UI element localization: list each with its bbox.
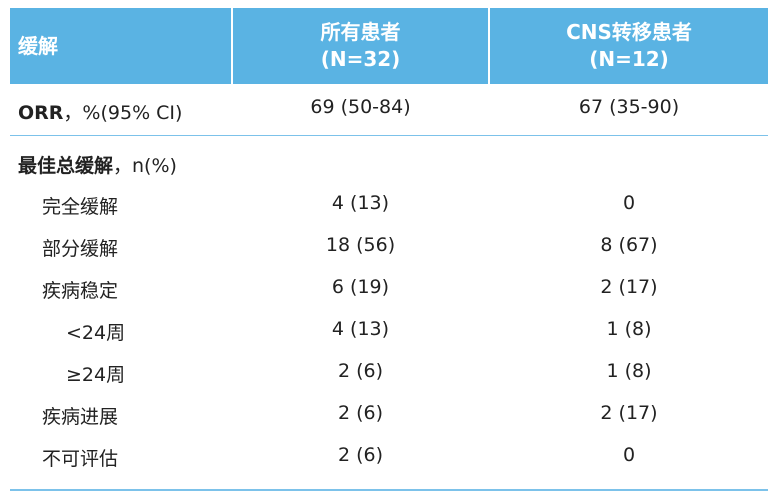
orr-label: ORR，%(95% CI)	[18, 98, 182, 125]
best-response-section: 最佳总缓解，n(%) 完全缓解 4 (13) 0 部分缓解 18 (56) 8 …	[10, 136, 768, 491]
row-cns-value: 2 (17)	[600, 402, 658, 424]
header-divider	[488, 8, 490, 84]
row-cns-value: 1 (8)	[606, 318, 652, 340]
row-label: 疾病稳定	[42, 280, 119, 302]
header-cns-patients-n: (N=12)	[589, 47, 669, 71]
orr-label-unit: ，%(95% CI)	[63, 102, 183, 124]
row-cns-value: 8 (67)	[600, 234, 658, 256]
row-all-value: 6 (19)	[331, 276, 390, 298]
row-cns-value: 2 (17)	[600, 276, 658, 298]
row-label: 部分缓解	[42, 238, 119, 260]
response-table: 缓解 所有患者 (N=32) CNS转移患者 (N=12) ORR，%(95% …	[10, 8, 768, 491]
header-response-label: 缓解	[18, 33, 58, 58]
row-all-value: 4 (13)	[331, 192, 390, 214]
row-label: 完全缓解	[42, 196, 119, 218]
header-all-patients-title: 所有患者	[320, 20, 401, 44]
table-header: 缓解 所有患者 (N=32) CNS转移患者 (N=12)	[10, 8, 768, 84]
row-label: 疾病进展	[42, 406, 119, 428]
row-all-value: 4 (13)	[331, 318, 390, 340]
header-divider	[231, 8, 233, 84]
row-all-value: 18 (56)	[325, 234, 396, 256]
row-label: <24周	[66, 322, 126, 344]
header-all-patients-n: (N=32)	[320, 47, 401, 71]
best-response-heading-bold: 最佳总缓解	[18, 155, 114, 177]
row-label: ≥24周	[66, 364, 126, 386]
header-response: 缓解	[10, 8, 231, 84]
header-all-patients: 所有患者 (N=32)	[233, 8, 488, 84]
orr-label-bold: ORR	[18, 102, 64, 124]
row-cns-value: 0	[622, 192, 636, 214]
best-response-heading: 最佳总缓解，n(%)	[18, 151, 177, 178]
row-all-value: 2 (6)	[337, 444, 384, 466]
best-response-heading-unit: ，n(%)	[113, 155, 177, 177]
row-all-value: 2 (6)	[337, 360, 384, 382]
header-cns-patients-title: CNS转移患者	[566, 20, 692, 44]
row-all-value: 2 (6)	[337, 402, 384, 424]
table-row-orr: ORR，%(95% CI) 69 (50-84) 67 (35-90)	[10, 84, 768, 136]
orr-all-value: 69 (50-84)	[310, 96, 411, 118]
header-cns-patients: CNS转移患者 (N=12)	[490, 8, 768, 84]
row-cns-value: 1 (8)	[606, 360, 652, 382]
row-cns-value: 0	[622, 444, 636, 466]
orr-cns-value: 67 (35-90)	[578, 96, 680, 118]
row-label: 不可评估	[42, 448, 119, 470]
